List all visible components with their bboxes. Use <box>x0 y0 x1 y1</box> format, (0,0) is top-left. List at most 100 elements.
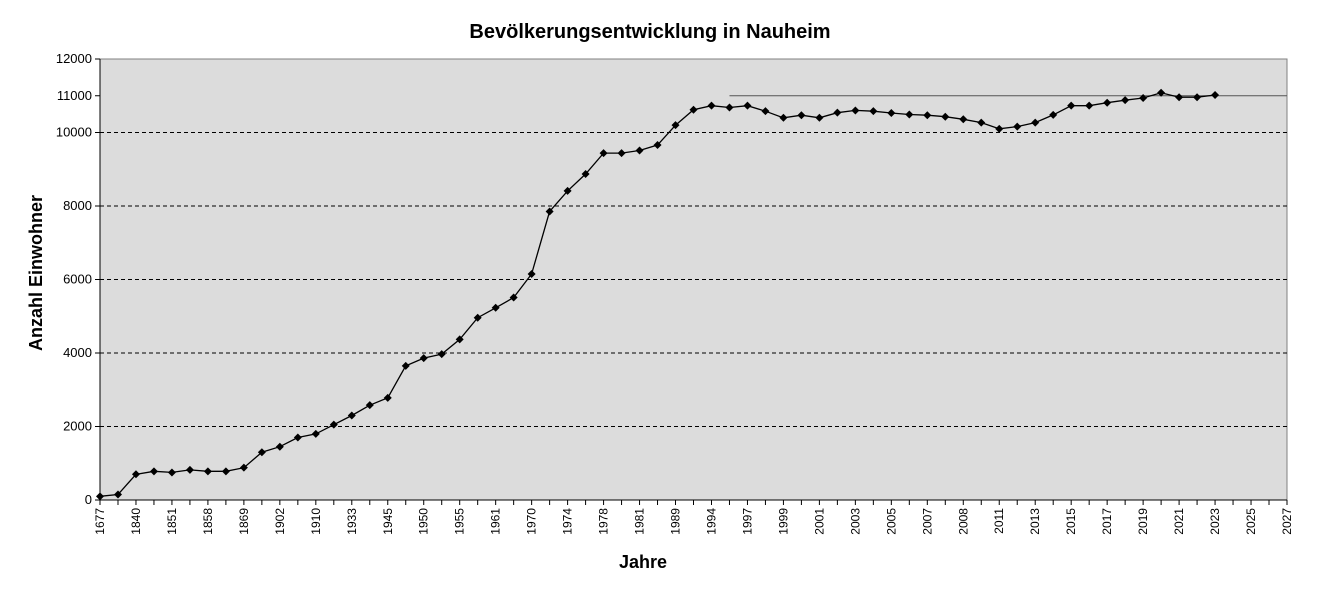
x-axis-title: Jahre <box>619 552 667 572</box>
x-tick-label: 2001 <box>812 508 826 535</box>
data-point <box>815 113 824 122</box>
y-tick-label: 2000 <box>63 419 92 434</box>
plot-area: 0 2000 4000 6000 8000 10000 11000 12000 1677 1840… <box>56 51 1294 535</box>
x-tick-label: 1933 <box>345 508 359 535</box>
x-tick-label: 1994 <box>704 508 718 535</box>
x-tick-label: 1989 <box>669 508 683 535</box>
x-tick-label: 1974 <box>561 508 575 535</box>
data-point <box>869 107 878 116</box>
data-point <box>617 149 626 158</box>
x-tick-label: 2017 <box>1100 508 1114 535</box>
data-point <box>743 101 752 110</box>
data-point <box>437 350 446 359</box>
x-tick-label: 2008 <box>956 508 970 535</box>
x-tick-label: 1851 <box>165 508 179 535</box>
data-point <box>779 113 788 122</box>
x-tick-label: 1997 <box>740 508 754 535</box>
x-tick-label: 1869 <box>237 508 251 535</box>
data-point <box>1013 122 1022 131</box>
x-tick-label: 2005 <box>884 508 898 535</box>
data-point <box>113 490 122 499</box>
x-tick-label: 2025 <box>1244 508 1258 535</box>
data-point <box>959 115 968 124</box>
data-point <box>941 112 950 121</box>
x-tick-label: 1945 <box>381 508 395 535</box>
data-point <box>1031 118 1040 127</box>
y-tick-label: 11000 <box>57 88 92 103</box>
x-tick-label: 2027 <box>1280 508 1294 535</box>
data-point <box>1085 101 1094 110</box>
data-point <box>887 109 896 118</box>
x-tick-label: 2013 <box>1028 508 1042 535</box>
x-tick-label: 2021 <box>1172 508 1186 535</box>
x-tick-label: 1840 <box>129 508 143 535</box>
data-point <box>185 465 194 474</box>
y-tick-label: 10000 <box>56 125 92 140</box>
x-tick-label: 2003 <box>848 508 862 535</box>
data-point <box>1121 96 1130 105</box>
y-tick-label: 0 <box>85 492 92 507</box>
y-tick-label: 6000 <box>63 272 92 287</box>
x-tick-label: 2007 <box>920 508 934 535</box>
data-point <box>455 335 464 344</box>
data-point <box>1049 110 1058 119</box>
data-point <box>401 361 410 370</box>
x-tick-label: 1955 <box>453 508 467 535</box>
data-point <box>707 101 716 110</box>
data-point <box>293 433 302 442</box>
data-point <box>221 467 230 476</box>
x-tick-label: 1981 <box>633 508 647 535</box>
data-point <box>797 111 806 120</box>
data-point <box>419 354 428 363</box>
x-tick-label: 1858 <box>201 508 215 535</box>
data-point <box>203 467 212 476</box>
data-point <box>1103 98 1112 107</box>
data-point <box>149 467 158 476</box>
x-tick-label: 1970 <box>525 508 539 535</box>
data-point <box>365 401 374 410</box>
data-point <box>527 269 536 278</box>
data-point <box>347 411 356 420</box>
data-point <box>1175 93 1184 102</box>
data-point <box>689 105 698 114</box>
y-tick-label: 8000 <box>63 198 92 213</box>
data-point <box>311 429 320 438</box>
data-point <box>239 463 248 472</box>
data-point <box>167 468 176 477</box>
data-point <box>1139 93 1148 102</box>
x-tick-label: 1677 <box>93 508 107 535</box>
data-point <box>653 140 662 149</box>
data-point <box>473 313 482 322</box>
data-point <box>96 492 104 501</box>
y-axis-title: Anzahl Einwohner <box>26 195 46 351</box>
data-point <box>725 103 734 112</box>
data-point <box>1157 88 1166 97</box>
data-point <box>1211 91 1220 100</box>
x-tick-label: 2019 <box>1136 508 1150 535</box>
chart-title: Bevölkerungsentwicklung in Nauheim <box>469 21 830 43</box>
data-point <box>383 393 392 402</box>
x-tick-label: 1902 <box>273 508 287 535</box>
data-point <box>131 470 140 479</box>
data-point <box>563 186 572 195</box>
data-point <box>635 146 644 155</box>
data-point <box>275 442 284 451</box>
data-point <box>599 149 608 158</box>
data-point <box>851 106 860 115</box>
x-tick-label: 1910 <box>309 508 323 535</box>
x-tick-label: 2023 <box>1208 508 1222 535</box>
data-point <box>995 124 1004 133</box>
data-point <box>257 448 266 457</box>
data-point <box>1193 93 1202 102</box>
x-tick-label: 1978 <box>597 508 611 535</box>
data-point <box>545 207 554 216</box>
data-point <box>977 118 986 127</box>
data-point <box>833 108 842 117</box>
data-point <box>581 170 590 179</box>
data-point <box>1067 101 1076 110</box>
data-point <box>923 111 932 120</box>
y-tick-label: 12000 <box>56 51 92 66</box>
data-point <box>509 293 518 302</box>
